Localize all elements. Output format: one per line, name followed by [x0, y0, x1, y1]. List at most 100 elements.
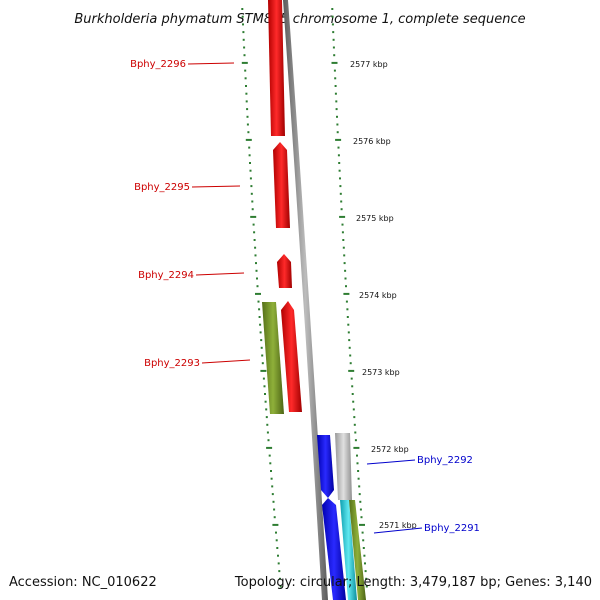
minor-tick-mark: [333, 54, 336, 57]
minor-tick-mark: [345, 300, 348, 303]
major-tick-mark: [241, 61, 248, 64]
minor-tick-mark: [243, 46, 246, 49]
map-title: Burkholderia phymatum STM815 chromosome …: [74, 12, 525, 27]
minor-tick-mark: [336, 123, 339, 126]
minor-tick-mark: [256, 285, 259, 288]
minor-tick-mark: [265, 408, 268, 411]
minor-tick-mark: [245, 92, 248, 95]
reverse-strand-features: [317, 433, 366, 600]
minor-tick-mark: [359, 508, 362, 511]
minor-tick-mark: [356, 462, 359, 465]
minor-tick-mark: [279, 585, 282, 588]
major-tick-mark: [245, 138, 252, 141]
minor-tick-mark: [247, 131, 250, 134]
tick-label-2576: 2576 kbp: [353, 137, 391, 146]
minor-tick-mark: [246, 108, 249, 111]
minor-tick-mark: [277, 562, 280, 565]
minor-tick-mark: [337, 154, 340, 157]
minor-tick-mark: [336, 115, 338, 118]
major-tick-mark: [331, 61, 338, 64]
minor-tick-mark: [270, 470, 272, 472]
major-tick-mark: [353, 446, 360, 449]
minor-tick-mark: [258, 316, 261, 318]
minor-tick-mark: [364, 570, 367, 573]
minor-tick-mark: [334, 77, 337, 80]
minor-tick-mark: [269, 462, 272, 465]
minor-tick-mark: [245, 85, 247, 87]
minor-tick-mark: [259, 331, 262, 334]
gene-label-bphy-2296: Bphy_2296: [130, 59, 186, 70]
minor-tick-mark: [346, 308, 349, 311]
minor-tick-mark: [359, 500, 362, 503]
minor-tick-mark: [332, 38, 335, 41]
major-tick-mark: [250, 215, 257, 218]
minor-tick-mark: [242, 23, 244, 26]
minor-tick-mark: [259, 323, 262, 326]
gene-bphy-2293-block: [281, 301, 302, 412]
minor-tick-mark: [331, 23, 334, 26]
inner-dotted-track: [241, 8, 282, 588]
minor-tick-mark: [348, 339, 351, 342]
minor-tick-mark: [344, 277, 347, 280]
minor-tick-mark: [337, 146, 340, 149]
minor-tick-mark: [271, 485, 274, 488]
gene-bphy-2292-grey-block: [335, 433, 352, 500]
major-tick-mark: [335, 138, 342, 141]
backbone-strand: [283, 0, 328, 600]
leader-line-bphy-2295: [191, 185, 241, 188]
minor-tick-mark: [260, 339, 263, 342]
minor-tick-mark: [256, 277, 258, 280]
minor-tick-mark: [362, 547, 365, 549]
forward-strand-features: [268, 0, 302, 412]
minor-tick-mark: [272, 500, 275, 503]
minor-tick-mark: [331, 15, 334, 18]
gene-label-bphy-2294: Bphy_2294: [138, 270, 194, 281]
minor-tick-mark: [246, 115, 249, 118]
minor-tick-mark: [275, 539, 278, 542]
minor-tick-mark: [335, 100, 338, 103]
minor-tick-mark: [354, 431, 357, 434]
major-tick-mark: [359, 523, 365, 526]
minor-tick-mark: [262, 377, 265, 380]
gene-bphy-2294-block: [277, 254, 292, 288]
gene-bphy-2292-blue-block: [317, 435, 334, 498]
minor-tick-mark: [255, 269, 258, 272]
minor-tick-mark: [338, 169, 341, 172]
minor-tick-mark: [279, 577, 281, 580]
minor-tick-mark: [255, 262, 257, 265]
minor-tick-mark: [350, 377, 353, 380]
minor-tick-mark: [250, 185, 253, 188]
minor-tick-mark: [266, 431, 269, 434]
gene-label-bphy-2291: Bphy_2291: [424, 523, 480, 534]
minor-tick-mark: [249, 177, 252, 180]
tick-label-2577: 2577 kbp: [350, 60, 388, 69]
major-tick-mark: [348, 369, 355, 372]
minor-tick-mark: [245, 100, 248, 103]
minor-tick-mark: [260, 346, 263, 349]
gene-label-bphy-2295: Bphy_2295: [134, 182, 190, 193]
minor-tick-mark: [254, 246, 257, 249]
minor-tick-mark: [276, 547, 279, 549]
minor-tick-mark: [246, 123, 249, 126]
minor-tick-mark: [250, 192, 253, 195]
minor-tick-mark: [277, 554, 279, 557]
minor-tick-mark: [346, 316, 349, 318]
minor-tick-mark: [358, 485, 361, 488]
minor-tick-mark: [334, 85, 337, 87]
minor-tick-mark: [343, 262, 346, 265]
leader-line-bphy-2296: [187, 62, 235, 65]
gene-bphy-2291-cyan-block: [340, 500, 357, 600]
minor-tick-mark: [251, 208, 254, 211]
minor-tick-mark: [351, 385, 354, 388]
gene-bphy-2295-block: [273, 142, 290, 228]
leader-line-bphy-2294: [195, 272, 245, 276]
tick-label-2571: 2571 kbp: [379, 521, 417, 530]
minor-tick-mark: [261, 354, 264, 357]
minor-tick-mark: [336, 131, 339, 134]
minor-tick-mark: [353, 423, 356, 426]
minor-tick-mark: [252, 223, 255, 226]
minor-tick-mark: [251, 200, 254, 203]
minor-tick-mark: [273, 508, 276, 511]
minor-tick-mark: [268, 454, 271, 457]
